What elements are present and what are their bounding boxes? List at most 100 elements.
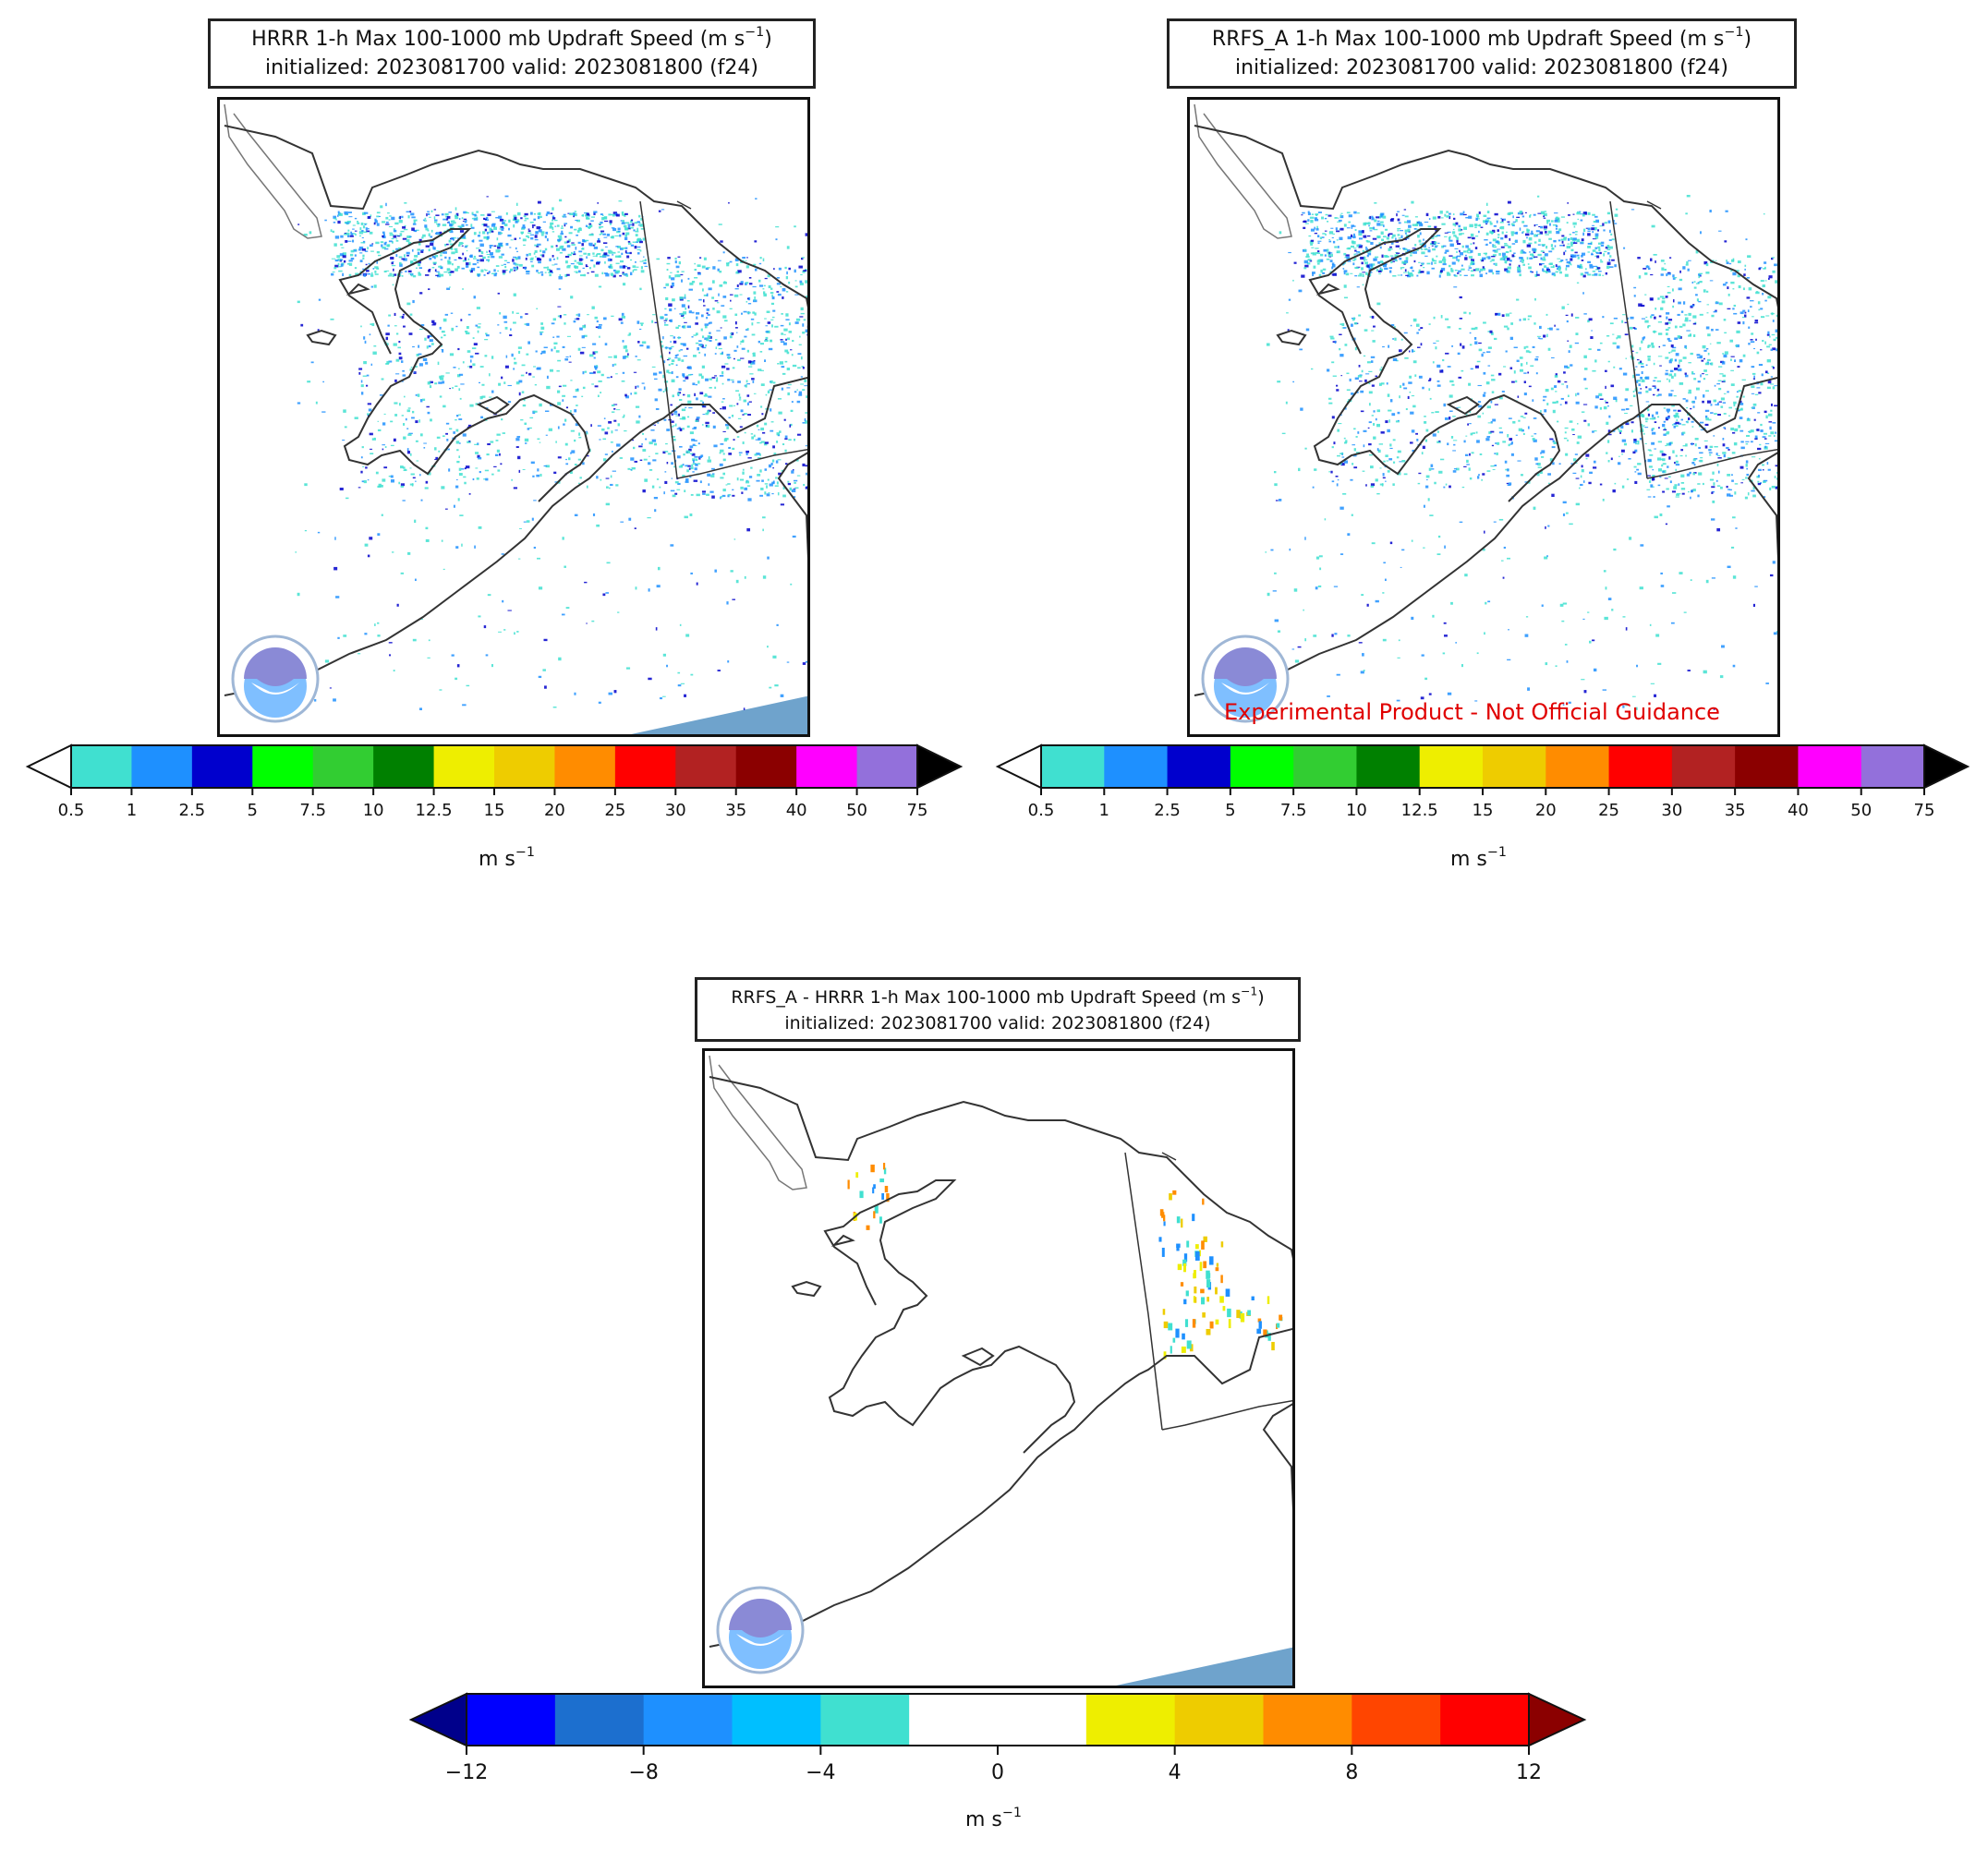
- colorbar-segment: [1167, 745, 1231, 788]
- colorbar-tick-label: 12.5: [416, 801, 453, 820]
- colorbar-segment: [312, 745, 374, 788]
- colorbar-segment: [554, 745, 616, 788]
- colorbar-segment: [191, 745, 253, 788]
- title-line2: initialized: 2023081700 valid: 202308180…: [1235, 56, 1728, 79]
- colorbar-hrrr: 0.5 1 2.5 5 7.5 10 12.5 15 20 25 30 35 40 50 75: [25, 743, 964, 836]
- colorbar-segment: [675, 745, 737, 788]
- colorbar-tick-label: 20: [544, 801, 565, 820]
- colorbar-tick-label: 50: [1850, 801, 1872, 820]
- colorbar-segment: [373, 745, 435, 788]
- colorbar-tick-label: 2.5: [1154, 801, 1181, 820]
- colorbar-tick-label: 10: [1346, 801, 1367, 820]
- colorbar-tick-label: 0.5: [1028, 801, 1055, 820]
- border-lines: [1609, 200, 1777, 479]
- colorbar-tick-label: 30: [1661, 801, 1682, 820]
- title-line2: initialized: 2023081700 valid: 202308180…: [265, 56, 758, 79]
- colorbar-segment: [1483, 745, 1546, 788]
- colorbar-segment: [998, 1694, 1087, 1746]
- colorbar-tick-label: 10: [363, 801, 384, 820]
- colorbar-tick-label: 20: [1535, 801, 1557, 820]
- colorbar-segment: [820, 1694, 910, 1746]
- colorbar-segment: [1293, 745, 1357, 788]
- colorbar-tick-label: 30: [665, 801, 686, 820]
- colorbar-segment: [1263, 1694, 1352, 1746]
- colorbar-units-diff: m s−1: [965, 1806, 1022, 1831]
- colorbar-tick-label: 12: [1516, 1761, 1542, 1784]
- colorbar-segment: [1356, 745, 1421, 788]
- colorbar-tick-label: 1: [127, 801, 137, 820]
- colorbar-segment: [252, 745, 314, 788]
- colorbar-units-rrfs: m s−1: [1450, 845, 1507, 871]
- colorbar-tick-label: 5: [248, 801, 258, 820]
- colorbar-tick-label: 15: [484, 801, 505, 820]
- colorbar-segment: [1608, 745, 1673, 788]
- colorbar-segment: [1546, 745, 1610, 788]
- coastline: [709, 1076, 1292, 1648]
- colorbar-segment: [494, 745, 555, 788]
- colorbar-tick-label: 1: [1099, 801, 1109, 820]
- colorbar-tick-label: 50: [846, 801, 867, 820]
- colorbar-segment: [643, 1694, 733, 1746]
- colorbar-under-arrow: [995, 743, 1042, 790]
- colorbar-tick-label: 35: [1725, 801, 1746, 820]
- experimental-disclaimer: Experimental Product - Not Official Guid…: [1224, 699, 1720, 725]
- border-lines: [639, 200, 807, 479]
- panel-title-hrrr: HRRR 1-h Max 100-1000 mb Updraft Speed (…: [208, 18, 816, 89]
- coastline: [224, 125, 807, 696]
- colorbar-tick-label: 8: [1345, 1761, 1358, 1784]
- title-line1: RRFS_A 1-h Max 100-1000 mb Updraft Speed…: [1211, 25, 1752, 51]
- colorbar-tick-label: 2.5: [179, 801, 206, 820]
- map-rrfs[interactable]: [1187, 97, 1780, 737]
- colorbar-segment: [1798, 745, 1862, 788]
- colorbar-segment: [856, 745, 918, 788]
- updraft-field: [847, 1163, 1283, 1359]
- map-svg: [224, 103, 807, 734]
- map-hrrr[interactable]: [217, 97, 810, 737]
- colorbar-tick-label: 4: [1169, 1761, 1182, 1784]
- colorbar-tick-label: 0: [991, 1761, 1004, 1784]
- ocean-shade: [1116, 1647, 1292, 1686]
- title-line1: RRFS_A - HRRR 1-h Max 100-1000 mb Updraf…: [731, 985, 1265, 1008]
- map-diff[interactable]: [702, 1048, 1295, 1688]
- colorbar-tick-label: −8: [628, 1761, 658, 1784]
- colorbar-tick-label: −4: [806, 1761, 835, 1784]
- map-svg: [709, 1055, 1292, 1686]
- colorbar-over-arrow: [916, 743, 964, 790]
- colorbar-tick-label: 7.5: [1280, 801, 1307, 820]
- colorbar-tick-label: 0.5: [58, 801, 85, 820]
- colorbar-segment: [433, 745, 495, 788]
- colorbar-tick-label: 12.5: [1401, 801, 1438, 820]
- colorbar-segment: [614, 745, 676, 788]
- colorbar-tick-label: 15: [1473, 801, 1494, 820]
- colorbar-over-arrow: [1923, 743, 1970, 790]
- colorbar-segment: [1230, 745, 1294, 788]
- colorbar-tick-label: 75: [907, 801, 928, 820]
- colorbar-segment: [1352, 1694, 1441, 1746]
- colorbar-segment: [71, 745, 132, 788]
- updraft-field: [295, 195, 807, 711]
- colorbar-rrfs: 0.5 1 2.5 5 7.5 10 12.5 15 20 25 30 35 40 50 75: [995, 743, 1970, 836]
- colorbar-tick-label: 40: [1788, 801, 1809, 820]
- colorbar-tick-label: −12: [445, 1761, 488, 1784]
- noaa-logo: [716, 1586, 805, 1674]
- colorbar-segment: [1671, 745, 1736, 788]
- colorbar-segment: [1419, 745, 1484, 788]
- title-line2: initialized: 2023081700 valid: 202308180…: [784, 1013, 1211, 1033]
- colorbar-units-hrrr: m s−1: [479, 845, 535, 871]
- colorbar-tick-label: 5: [1225, 801, 1235, 820]
- colorbar-segment: [732, 1694, 821, 1746]
- coastline: [1194, 125, 1777, 696]
- updraft-field: [1265, 194, 1777, 710]
- colorbar-tick-label: 75: [1914, 801, 1935, 820]
- colorbar-under-arrow: [408, 1692, 467, 1747]
- colorbar-over-arrow: [1528, 1692, 1587, 1747]
- colorbar-segment: [1861, 745, 1925, 788]
- colorbar-tick-label: 25: [1598, 801, 1619, 820]
- colorbar-diff: −12 −8 −4 0 4 8 12: [408, 1692, 1587, 1794]
- colorbar-segment: [796, 745, 858, 788]
- map-svg: [1194, 103, 1777, 723]
- colorbar-tick-label: 35: [725, 801, 746, 820]
- colorbar-tick-label: 25: [604, 801, 625, 820]
- colorbar-segment: [1104, 745, 1169, 788]
- colorbar-segment: [554, 1694, 645, 1746]
